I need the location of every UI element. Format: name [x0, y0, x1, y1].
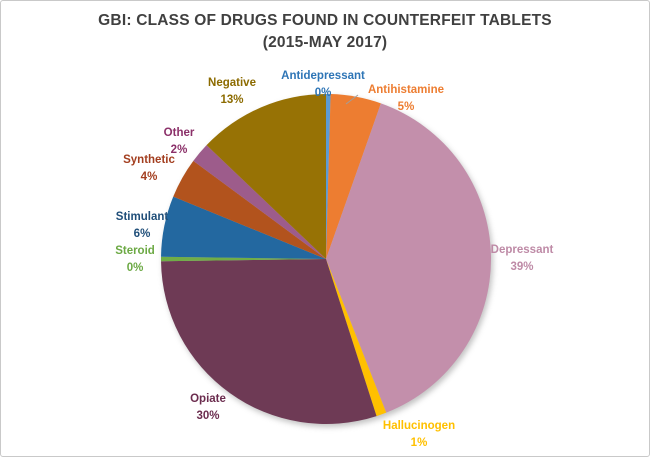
pie-slice-synthetic: [173, 160, 326, 259]
slice-label-name: Stimulant: [115, 211, 169, 223]
pie-slice-depressant: [326, 103, 492, 413]
pie-slice-other: [193, 145, 326, 259]
slice-label-other: Other 2%: [164, 125, 195, 159]
slice-label-value: 39%: [510, 261, 534, 273]
slice-label-value: 4%: [140, 171, 158, 183]
pie-slice-stimulant: [161, 196, 326, 259]
slice-label-depressant: Depressant 39%: [491, 242, 554, 276]
slice-label-value: 6%: [133, 228, 151, 240]
slice-label-name: Other: [163, 127, 195, 139]
slice-label-hallucinogen: Hallucinogen 1%: [383, 418, 455, 452]
antihistamine-leader-line: [345, 94, 359, 105]
slice-label-value: 2%: [170, 144, 188, 156]
slice-label-name: Synthetic: [123, 154, 175, 166]
pie-slices: [161, 93, 492, 425]
pie-slice-hallucinogen: [326, 259, 387, 417]
slice-label-opiate: Opiate 30%: [190, 391, 226, 425]
pie-slice-antihistamine: [326, 94, 381, 259]
slice-label-name: Opiate: [190, 393, 226, 405]
pie-slice-steroid: [161, 256, 326, 262]
chart-title-line1: GBI: CLASS OF DRUGS FOUND IN COUNTERFEIT…: [98, 12, 552, 29]
chart-title-line2: (2015-MAY 2017): [262, 34, 388, 51]
pie-slice-negative: [206, 94, 326, 259]
slice-label-name: Negative: [208, 77, 256, 89]
chart-title: GBI: CLASS OF DRUGS FOUND IN COUNTERFEIT…: [1, 10, 649, 54]
slice-label-name: Antihistamine: [367, 84, 445, 96]
slice-label-value: 5%: [397, 101, 415, 113]
slice-label-value: 1%: [410, 437, 428, 449]
slice-label-value: 0%: [126, 262, 144, 274]
slice-label-name: Steroid: [115, 245, 155, 257]
slice-label-value: 30%: [196, 410, 220, 422]
slice-label-stimulant: Stimulant 6%: [116, 209, 168, 243]
slice-label-antihistamine: Antihistamine 5%: [368, 82, 444, 116]
slice-label-value: 13%: [220, 94, 244, 106]
pie-slice-opiate: [161, 259, 377, 425]
leader-lines: [345, 94, 359, 105]
slice-label-name: Hallucinogen: [382, 420, 456, 432]
slice-label-name: Depressant: [490, 244, 554, 256]
slice-label-synthetic: Synthetic 4%: [123, 152, 175, 186]
pie-slice-antidepressant: [326, 93, 331, 260]
slice-label-antidepressant: Antidepressant 0%: [281, 68, 365, 102]
slice-label-negative: Negative 13%: [208, 75, 256, 109]
slice-label-value: 0%: [314, 87, 332, 99]
slice-label-steroid: Steroid 0%: [115, 243, 155, 277]
slice-label-name: Antidepressant: [281, 70, 365, 82]
